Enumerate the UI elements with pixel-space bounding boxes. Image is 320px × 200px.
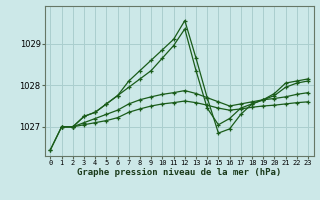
X-axis label: Graphe pression niveau de la mer (hPa): Graphe pression niveau de la mer (hPa)	[77, 168, 281, 177]
